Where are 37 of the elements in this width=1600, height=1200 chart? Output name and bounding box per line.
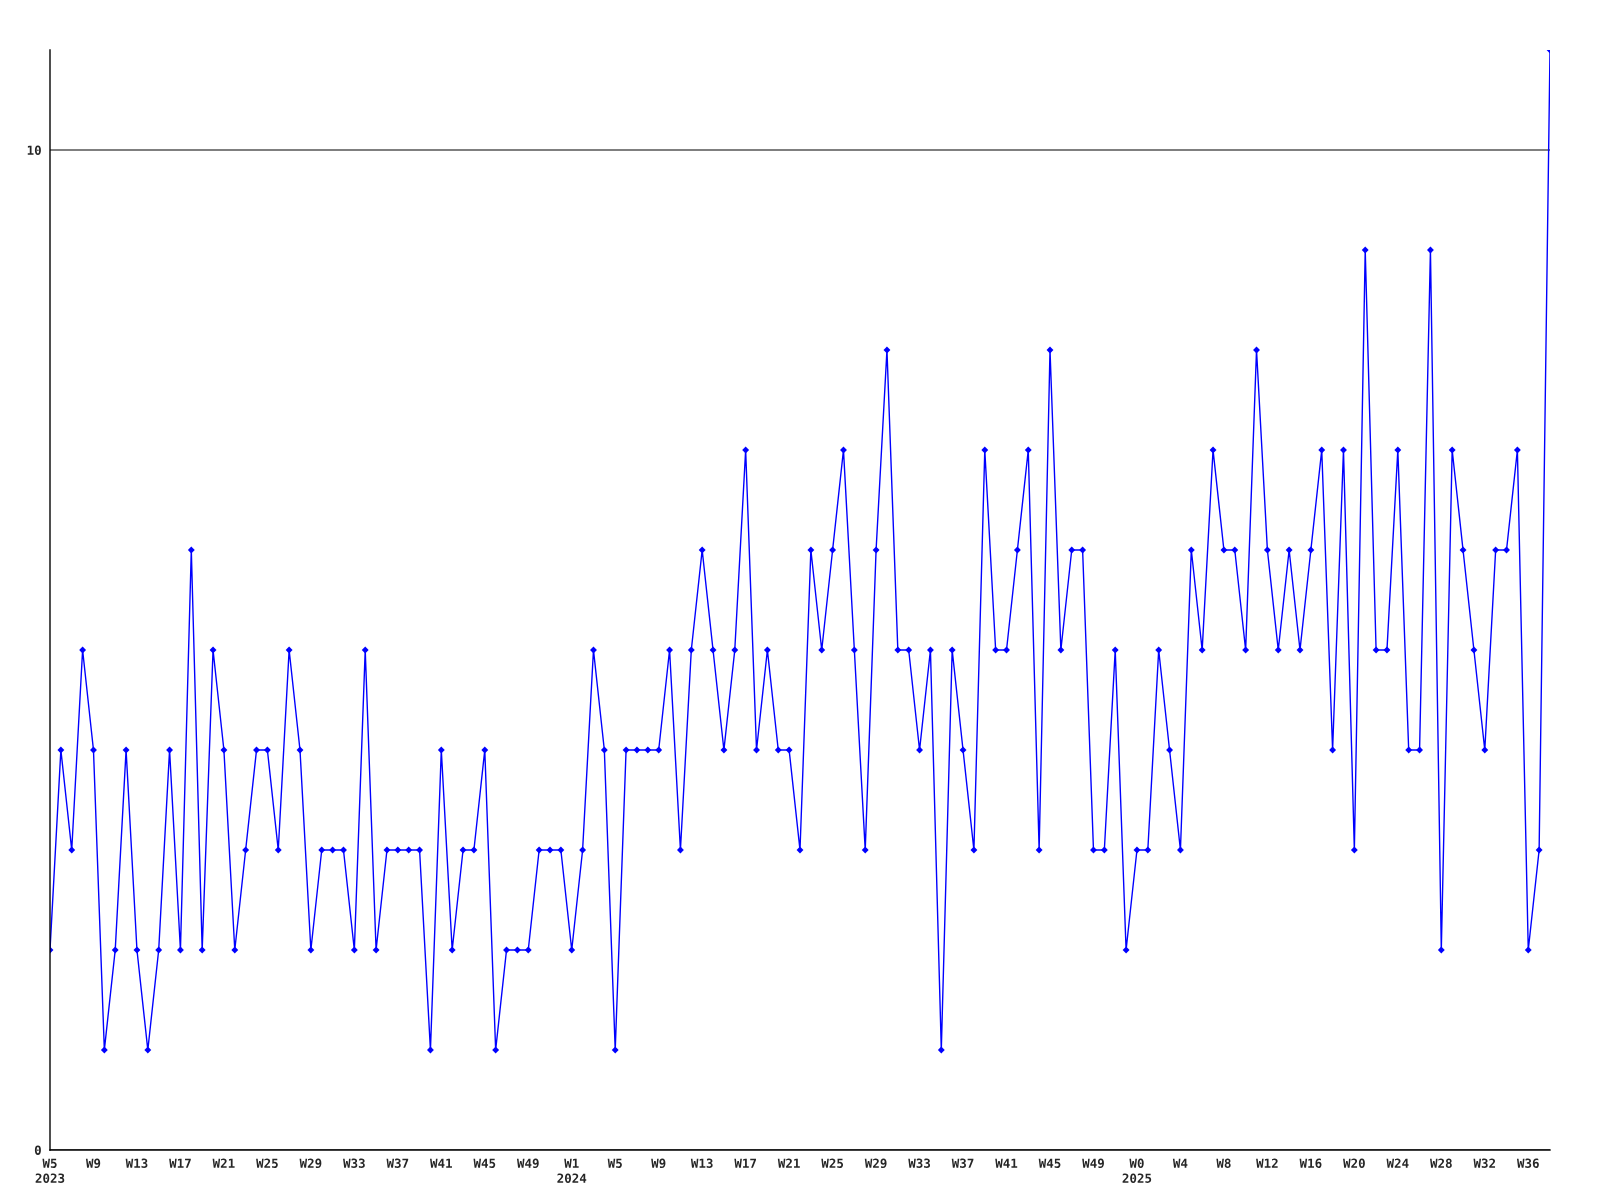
x-tick-label: W49	[1082, 1158, 1104, 1169]
x-tick-label: W5	[607, 1158, 622, 1168]
x-tick-label: W16	[1299, 1158, 1322, 1168]
x-tick-label: W21	[212, 1158, 235, 1168]
x-tick-label: W37	[951, 1158, 974, 1168]
x-tick-label: W8	[1216, 1158, 1231, 1168]
x-tick-label: W36	[1516, 1158, 1539, 1168]
x-tick-label: W28	[1430, 1158, 1452, 1168]
x-tick-label: W13	[125, 1158, 148, 1168]
x-tick-label: W45	[473, 1158, 496, 1168]
x-tick-label: W17	[734, 1158, 756, 1168]
x-tick-label: W24	[1386, 1158, 1409, 1168]
x-tick-label: W29	[864, 1158, 887, 1169]
x-tick-label: W33	[908, 1158, 931, 1168]
x-tick-label: W5 2023	[35, 1158, 65, 1183]
x-tick-label: W4	[1172, 1158, 1188, 1168]
x-tick-label: W41	[430, 1158, 452, 1168]
y-tick-label: 10	[27, 145, 41, 155]
x-tick-label: W13	[690, 1158, 713, 1168]
x-tick-label: W9	[85, 1158, 101, 1169]
y-tick-label: 0	[34, 1145, 41, 1155]
x-tick-label: W9	[651, 1158, 666, 1169]
x-tick-label: W37	[386, 1158, 409, 1168]
x-tick-label: W12	[1256, 1158, 1278, 1168]
x-tick-label: W20	[1343, 1158, 1365, 1168]
x-tick-label: W25	[821, 1158, 844, 1168]
x-tick-label: W17	[169, 1158, 191, 1168]
x-tick-label: W25	[256, 1158, 278, 1168]
x-tick-label: W0 2025	[1122, 1158, 1152, 1183]
x-tick-label: W33	[343, 1158, 365, 1168]
x-tick-label: W45	[1038, 1158, 1061, 1168]
x-tick-label: W21	[777, 1158, 800, 1168]
x-tick-label: W1 2024	[557, 1158, 587, 1183]
x-tick-label: W41	[995, 1158, 1018, 1168]
x-tick-label: W49	[516, 1158, 539, 1169]
x-tick-label: W29	[299, 1158, 322, 1169]
x-tick-label: W32	[1473, 1158, 1496, 1168]
